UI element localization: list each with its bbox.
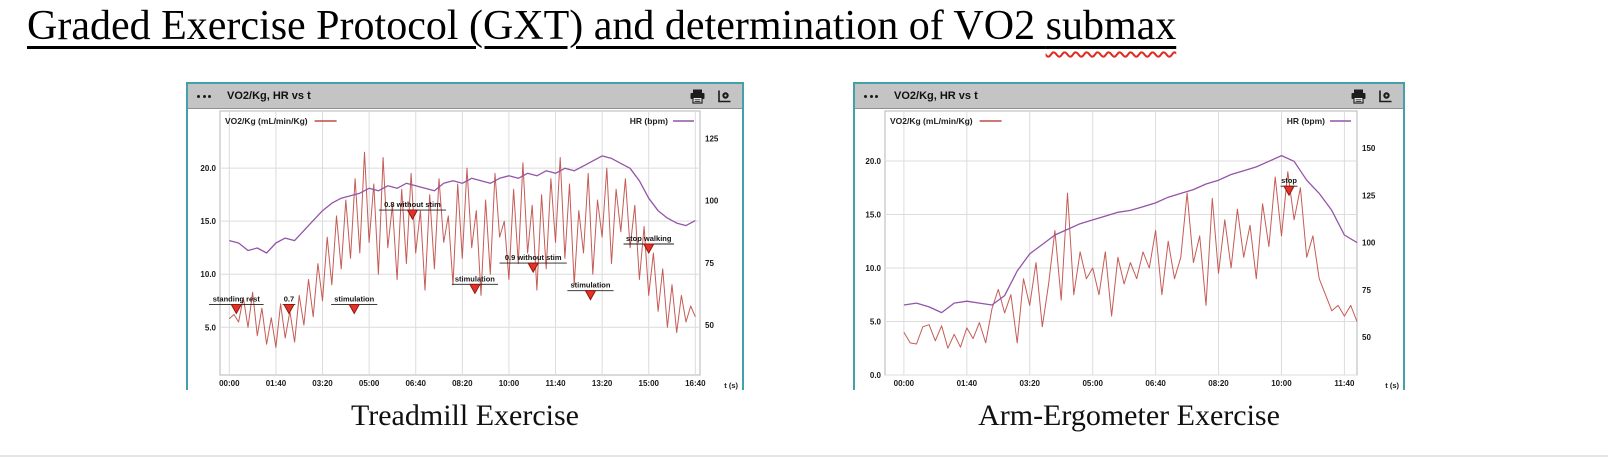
page-title-text: Graded Exercise Protocol (GXT) and deter… xyxy=(27,3,1046,49)
svg-text:stop walking: stop walking xyxy=(626,234,672,243)
chart-panel-title: VO2/Kg, HR vs t xyxy=(227,90,311,102)
annotation-marker: stimulation xyxy=(567,281,614,301)
annotation-marker: standing rest xyxy=(209,294,264,315)
vo2-series-line xyxy=(903,171,1358,349)
svg-text:0.7: 0.7 xyxy=(284,294,294,303)
svg-text:03:20: 03:20 xyxy=(312,379,333,388)
svg-text:08:20: 08:20 xyxy=(1208,379,1229,388)
chart-plot: 5.0 10.0 15.0 20.0 50 75 100 125 00:00 01:40 03:20… xyxy=(200,110,739,390)
svg-text:100: 100 xyxy=(1362,239,1376,248)
menu-icon[interactable] xyxy=(862,93,880,100)
svg-text:13:20: 13:20 xyxy=(592,379,613,388)
x-axis-label: t (s) xyxy=(724,381,738,390)
chart-panel-arm-ergometer: VO2/Kg, HR vs t 0.0 5.0 10.0 15.0 20.0 50 75 10… xyxy=(853,82,1405,391)
svg-text:00:00: 00:00 xyxy=(894,379,915,388)
svg-text:stop: stop xyxy=(1281,176,1297,185)
chart-panel-header: VO2/Kg, HR vs t xyxy=(855,84,1403,109)
gridlines xyxy=(885,111,1357,376)
svg-text:01:40: 01:40 xyxy=(266,379,287,388)
plot-frame xyxy=(219,110,701,376)
chart-panel-treadmill: VO2/Kg, HR vs t 5.0 10.0 15.0 20.0 50 75 100 12… xyxy=(186,82,744,391)
svg-text:100: 100 xyxy=(705,197,719,206)
gridlines xyxy=(220,111,700,375)
svg-text:stimulation: stimulation xyxy=(570,281,610,290)
svg-text:stimulation: stimulation xyxy=(455,274,495,283)
svg-text:01:40: 01:40 xyxy=(957,379,978,388)
svg-text:standing rest: standing rest xyxy=(213,294,261,303)
spellcheck-underlined-word: submax xyxy=(1045,3,1177,49)
axis-tick-labels: 0.0 5.0 10.0 15.0 20.0 50 75 100 125 150 00:00 01:4… xyxy=(865,144,1375,388)
svg-text:0.8 without stim: 0.8 without stim xyxy=(384,200,441,209)
svg-text:10:00: 10:00 xyxy=(1271,379,1292,388)
svg-text:16:40: 16:40 xyxy=(685,379,706,388)
svg-text:150: 150 xyxy=(1362,144,1376,153)
svg-text:20.0: 20.0 xyxy=(865,157,881,166)
svg-text:06:40: 06:40 xyxy=(1145,379,1166,388)
svg-text:15.0: 15.0 xyxy=(200,217,216,226)
svg-text:15:00: 15:00 xyxy=(639,379,660,388)
svg-text:HR (bpm): HR (bpm) xyxy=(1287,116,1325,126)
chart-plot: 0.0 5.0 10.0 15.0 20.0 50 75 100 125 150 00:00 01:4… xyxy=(865,110,1400,390)
chart-panel-title: VO2/Kg, HR vs t xyxy=(894,90,978,102)
svg-text:08:20: 08:20 xyxy=(452,379,473,388)
annotation-marker: 0.7 xyxy=(282,294,296,315)
svg-text:HR (bpm): HR (bpm) xyxy=(630,116,668,126)
svg-text:11:40: 11:40 xyxy=(1334,379,1355,388)
svg-text:20.0: 20.0 xyxy=(200,164,216,173)
svg-text:03:20: 03:20 xyxy=(1020,379,1041,388)
x-axis-label: t (s) xyxy=(1385,381,1399,390)
hr-series-line xyxy=(229,155,696,254)
svg-text:11:40: 11:40 xyxy=(546,379,567,388)
svg-text:06:40: 06:40 xyxy=(405,379,426,388)
chart-canvas-treadmill: 5.0 10.0 15.0 20.0 50 75 100 125 00:00 01:40 03:20… xyxy=(188,109,742,391)
svg-text:10.0: 10.0 xyxy=(200,270,216,279)
printer-icon[interactable] xyxy=(1348,88,1369,105)
legend: VO2/Kg (mL/min/Kg) HR (bpm) xyxy=(225,116,694,126)
svg-text:50: 50 xyxy=(705,321,714,330)
svg-text:0.9 without stim: 0.9 without stim xyxy=(505,253,562,262)
axis-tick-labels: 5.0 10.0 15.0 20.0 50 75 100 125 00:00 01:40 03:20… xyxy=(200,134,718,388)
svg-text:stimulation: stimulation xyxy=(334,294,374,303)
svg-text:75: 75 xyxy=(705,259,714,268)
svg-text:15.0: 15.0 xyxy=(865,210,881,219)
svg-text:00:00: 00:00 xyxy=(219,379,240,388)
annotation-marker: stimulation xyxy=(451,274,499,295)
vo2-series-line xyxy=(228,151,696,348)
annotation-marker: stimulation xyxy=(331,294,378,315)
page-title: Graded Exercise Protocol (GXT) and deter… xyxy=(27,2,1176,50)
svg-text:VO2/Kg (mL/min/Kg): VO2/Kg (mL/min/Kg) xyxy=(890,116,973,126)
caption-arm-ergometer: Arm-Ergometer Exercise xyxy=(978,399,1280,432)
annotation-marker: stop walking xyxy=(623,234,674,255)
slide-bottom-edge xyxy=(0,455,1608,457)
svg-text:5.0: 5.0 xyxy=(870,317,882,326)
menu-icon[interactable] xyxy=(195,93,213,100)
export-settings-icon[interactable] xyxy=(1375,88,1396,105)
legend: VO2/Kg (mL/min/Kg) HR (bpm) xyxy=(890,116,1351,126)
hr-series-line xyxy=(903,154,1358,314)
svg-text:125: 125 xyxy=(1362,191,1376,200)
export-settings-icon[interactable] xyxy=(714,88,735,105)
annotation-marker: 0.9 without stim xyxy=(499,253,567,274)
svg-text:05:00: 05:00 xyxy=(1082,379,1103,388)
chart-canvas-arm-ergometer: 0.0 5.0 10.0 15.0 20.0 50 75 100 125 150 00:00 01:4… xyxy=(855,109,1403,391)
svg-text:125: 125 xyxy=(705,134,719,143)
svg-text:5.0: 5.0 xyxy=(205,323,217,332)
plot-frame xyxy=(884,110,1358,376)
svg-text:0.0: 0.0 xyxy=(870,371,882,380)
svg-text:05:00: 05:00 xyxy=(359,379,380,388)
svg-text:10.0: 10.0 xyxy=(865,264,881,273)
svg-text:75: 75 xyxy=(1362,286,1371,295)
svg-text:VO2/Kg (mL/min/Kg): VO2/Kg (mL/min/Kg) xyxy=(225,116,308,126)
annotation-marker: 0.8 without stim xyxy=(378,200,447,221)
svg-text:10:00: 10:00 xyxy=(499,379,520,388)
annotation-marker: stop xyxy=(1280,176,1298,197)
svg-text:50: 50 xyxy=(1362,333,1371,342)
chart-panel-header: VO2/Kg, HR vs t xyxy=(188,84,742,109)
printer-icon[interactable] xyxy=(687,88,708,105)
caption-treadmill: Treadmill Exercise xyxy=(350,399,579,432)
